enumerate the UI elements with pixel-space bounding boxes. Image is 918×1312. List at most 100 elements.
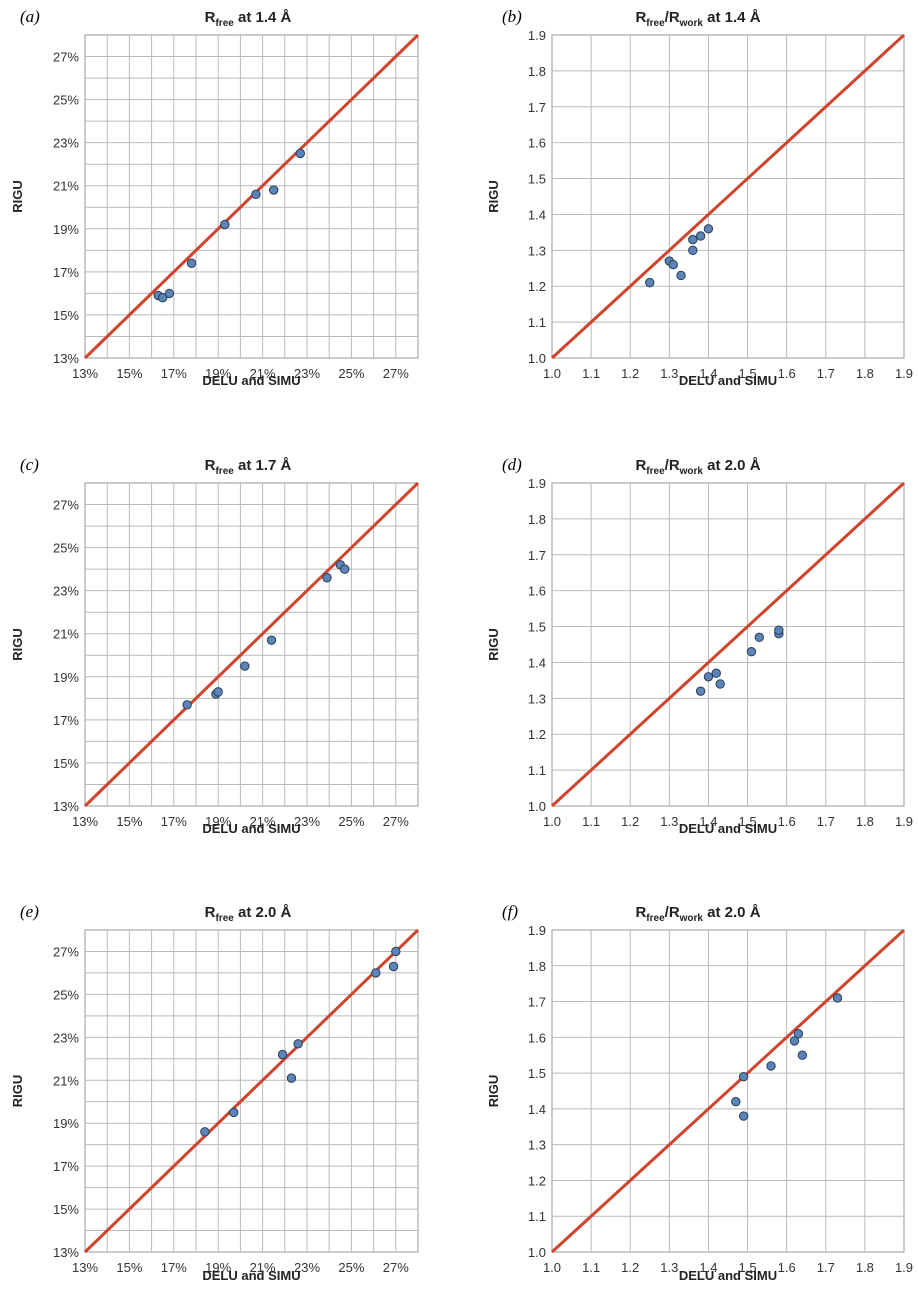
y-tick-label: 1.1 — [528, 315, 546, 330]
data-point — [797, 1050, 808, 1060]
y-axis-label: RIGU — [10, 180, 25, 213]
identity-line — [83, 928, 420, 1254]
x-tick-label: 1.8 — [856, 1260, 874, 1275]
y-tick-label: 1.3 — [528, 1138, 546, 1153]
data-point — [371, 968, 381, 978]
x-axis-label: DELU and SIMU — [679, 1268, 777, 1283]
x-tick-label: 1.4 — [699, 1260, 717, 1275]
y-tick-label: 13% — [53, 351, 79, 366]
data-point — [340, 564, 350, 574]
data-point — [793, 1029, 804, 1039]
gridlines — [552, 930, 904, 1252]
data-point — [388, 961, 399, 972]
y-tick-label: 1.0 — [528, 351, 546, 366]
y-tick-label: 1.3 — [528, 243, 546, 258]
x-tick-label: 1.6 — [778, 366, 796, 381]
title-text: at 1.4 Å — [234, 9, 292, 26]
title-subscript: free — [646, 913, 665, 924]
y-tick-label: 1.1 — [528, 763, 546, 778]
y-tick-label: 1.1 — [528, 1209, 546, 1224]
title-subscript: free — [215, 18, 234, 29]
y-tick-label: 1.2 — [528, 1173, 546, 1188]
x-tick-label: 1.5 — [739, 814, 757, 829]
data-point — [703, 672, 714, 682]
x-tick-label: 1.8 — [856, 814, 874, 829]
y-tick-label: 1.0 — [528, 799, 546, 814]
title-text: R — [205, 904, 216, 921]
x-tick-label: 1.0 — [543, 1260, 561, 1275]
x-tick-label: 1.7 — [817, 1260, 835, 1275]
data-point — [229, 1107, 239, 1118]
data-point — [695, 686, 706, 696]
y-tick-label: 19% — [53, 670, 79, 685]
title-text: at 2.0 Å — [703, 457, 761, 474]
data-point — [220, 219, 230, 230]
data-point — [182, 700, 192, 710]
data-point — [688, 234, 698, 245]
y-tick-label: 1.5 — [528, 620, 546, 635]
y-tick-label: 15% — [53, 1202, 79, 1217]
x-tick-label: 23% — [294, 814, 320, 829]
title-subscript: work — [679, 466, 704, 477]
y-tick-label: 1.9 — [528, 476, 546, 491]
chart-title: Rfree at 1.4 Å — [205, 9, 292, 29]
x-tick-label: 1.6 — [778, 814, 796, 829]
data-point — [266, 635, 277, 645]
title-text: /R — [665, 457, 680, 474]
x-tick-label: 19% — [205, 1260, 231, 1275]
y-tick-label: 1.7 — [528, 100, 546, 115]
y-tick-label: 15% — [53, 756, 79, 771]
x-tick-label: 1.5 — [739, 366, 757, 381]
y-tick-label: 17% — [53, 265, 79, 280]
title-subscript: work — [679, 18, 704, 29]
x-tick-label: 1.4 — [699, 366, 717, 381]
title-text: /R — [665, 9, 680, 26]
y-tick-label: 25% — [53, 987, 79, 1002]
data-point — [200, 1127, 210, 1137]
y-tick-label: 23% — [53, 136, 79, 151]
title-text: R — [205, 457, 216, 474]
x-tick-label: 21% — [250, 366, 276, 381]
chart-title: Rfree/Rwork at 1.4 Å — [635, 9, 760, 29]
x-tick-label: 19% — [205, 366, 231, 381]
y-tick-label: 13% — [53, 799, 79, 814]
data-point — [711, 668, 721, 678]
y-tick-label: 21% — [53, 627, 79, 642]
y-tick-label: 1.5 — [528, 172, 546, 187]
y-tick-label: 1.7 — [528, 548, 546, 563]
panel-a: 13% 15% 17% 19% 21% 23% 25% 27% 13% 15% 17% 19% 21% 2… — [10, 7, 420, 388]
x-tick-label: 1.6 — [778, 1260, 796, 1275]
x-tick-label: 17% — [161, 814, 187, 829]
data-point — [703, 224, 714, 234]
panel-c: 13% 15% 17% 19% 21% 23% 25% 27% 13% 15% 17% 19% 21% 2… — [10, 455, 420, 836]
data-point — [269, 185, 279, 195]
data-point — [213, 687, 223, 697]
title-text: R — [635, 457, 646, 474]
x-tick-label: 25% — [338, 814, 364, 829]
panel-letter: (e) — [20, 902, 39, 921]
data-point — [754, 632, 764, 643]
y-tick-label: 21% — [53, 1073, 79, 1088]
y-tick-label: 1.2 — [528, 279, 546, 294]
title-text: R — [635, 904, 646, 921]
x-tick-label: 1.9 — [895, 1260, 913, 1275]
data-point — [295, 148, 306, 159]
panel-letter: (f) — [502, 902, 518, 921]
data-point — [695, 231, 706, 241]
x-axis-label: DELU and SIMU — [202, 821, 300, 836]
identity-line — [550, 481, 906, 808]
x-tick-label: 13% — [72, 1260, 98, 1275]
x-tick-label: 19% — [205, 814, 231, 829]
y-tick-label: 13% — [53, 1245, 79, 1260]
data-point — [158, 293, 168, 303]
title-text: at 2.0 Å — [234, 904, 292, 921]
y-axis-label: RIGU — [486, 628, 501, 661]
x-tick-label: 1.5 — [739, 1260, 757, 1275]
data-point — [645, 277, 655, 288]
y-tick-label: 17% — [53, 1159, 79, 1174]
y-tick-label: 21% — [53, 179, 79, 194]
title-text: /R — [665, 904, 680, 921]
chart-title: Rfree/Rwork at 2.0 Å — [635, 457, 760, 477]
x-tick-label: 17% — [161, 366, 187, 381]
data-point — [668, 259, 678, 270]
